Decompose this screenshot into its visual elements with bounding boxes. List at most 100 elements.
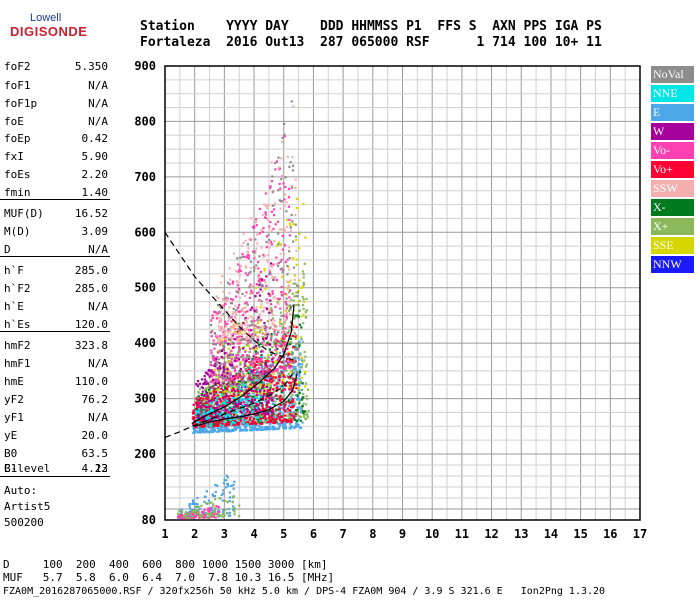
echo-point-w <box>234 390 237 393</box>
echo-point-vo <box>294 360 297 363</box>
echo-point-e <box>263 428 266 431</box>
echo-point-vo <box>224 320 227 323</box>
echo-point-vo <box>270 413 273 416</box>
echo-point-vo <box>272 356 275 359</box>
echo-point-x <box>261 415 264 418</box>
echo-point-w <box>253 346 256 349</box>
echo-point-x <box>262 344 265 347</box>
echo-point-x <box>261 416 264 420</box>
echo-point-x <box>201 513 204 517</box>
echo-point-x <box>260 381 263 384</box>
echo-point-vo <box>282 182 285 185</box>
echo-point-e <box>292 365 295 368</box>
echo-point-e <box>272 397 275 400</box>
echo-point-vo <box>269 373 272 376</box>
echo-point-vo <box>258 278 261 281</box>
echo-point-nne <box>222 402 225 405</box>
echo-point-vo <box>244 412 247 415</box>
echo-point-ssw <box>215 295 218 298</box>
echo-point-e <box>207 426 210 429</box>
echo-point-x <box>302 322 305 325</box>
echo-point-vo <box>262 253 265 257</box>
echo-point-w <box>203 375 206 378</box>
echo-point-vo <box>222 331 225 334</box>
echo-point-vo <box>214 413 217 416</box>
echo-point-vo <box>198 424 201 427</box>
echo-point-e <box>277 405 280 408</box>
echo-point-e <box>293 410 296 413</box>
echo-point-e <box>223 478 226 481</box>
echo-point-x <box>251 403 254 406</box>
echo-point-vo <box>241 370 244 373</box>
echo-point-vo <box>274 223 277 226</box>
echo-point-vo <box>242 401 245 404</box>
echo-point-vo <box>274 353 277 357</box>
echo-point-x <box>302 396 305 399</box>
echo-point-ssw <box>245 318 248 321</box>
echo-point-vo <box>217 424 220 427</box>
echo-point-ssw <box>235 290 238 293</box>
echo-point-noval <box>209 361 212 364</box>
echo-point-w <box>252 389 255 392</box>
echo-point-nne <box>228 408 231 411</box>
echo-point-x <box>302 402 305 405</box>
echo-point-sse <box>292 323 295 326</box>
echo-point-vo <box>252 419 255 422</box>
echo-point-vo <box>237 346 241 349</box>
echo-point-w <box>228 397 232 401</box>
echo-point-vo <box>281 370 284 374</box>
echo-point-e <box>271 425 274 428</box>
echo-point-vo <box>274 348 277 352</box>
echo-point-sse <box>296 197 299 200</box>
echo-point-x <box>287 330 290 333</box>
echo-point-vo <box>266 364 269 368</box>
legend-item-sse: SSE <box>651 237 694 254</box>
echo-point-vo <box>287 205 290 208</box>
echo-point-vo <box>279 187 282 190</box>
echo-point-w <box>210 400 213 403</box>
echo-point-noval <box>294 235 297 238</box>
echo-point-ssw <box>253 330 256 334</box>
echo-point-e <box>290 411 293 414</box>
echo-point-ssw <box>273 204 276 207</box>
echo-point-vo <box>212 358 215 361</box>
echo-point-noval <box>289 161 292 164</box>
echo-point-w <box>252 370 255 373</box>
echo-point-x <box>259 401 262 404</box>
echo-point-vo <box>230 316 233 319</box>
echo-point-ssw <box>291 156 294 159</box>
echo-point-sse <box>283 339 286 343</box>
echo-point-ssw <box>279 325 282 328</box>
echo-point-vo <box>288 366 291 369</box>
echo-point-vo <box>264 359 267 363</box>
echo-point-e <box>258 428 261 431</box>
param-label: yF1 <box>4 411 24 424</box>
echo-point-ssw <box>266 258 269 261</box>
echo-point-noval <box>250 372 253 375</box>
echo-point-vo <box>265 235 268 238</box>
echo-point-ssw <box>288 268 291 271</box>
echo-point-nne <box>255 400 258 404</box>
echo-point-noval <box>264 376 267 379</box>
echo-point-x <box>258 421 261 424</box>
curve-trace-x <box>194 373 298 427</box>
echo-point-e <box>204 426 207 430</box>
echo-point-vo <box>238 350 241 353</box>
param-row-ye: yE 20.0 <box>2 429 108 447</box>
echo-point-ssw <box>283 322 286 325</box>
echo-point-ssw <box>277 166 281 169</box>
echo-point-sse <box>217 388 220 391</box>
echo-point-vo <box>196 513 199 517</box>
echo-point-nne <box>241 409 244 412</box>
echo-point-noval <box>230 353 233 356</box>
param-label: fxI <box>4 150 24 163</box>
param-label: foEs <box>4 168 31 181</box>
echo-point-sse <box>228 369 231 372</box>
echo-point-sse <box>264 384 267 388</box>
echo-point-vo <box>215 402 218 405</box>
echo-point-e <box>211 426 214 429</box>
echo-point-e <box>284 425 287 428</box>
legend-item-x: X- <box>651 199 694 216</box>
echo-point-ssw <box>271 313 274 316</box>
echo-point-noval <box>277 264 280 267</box>
